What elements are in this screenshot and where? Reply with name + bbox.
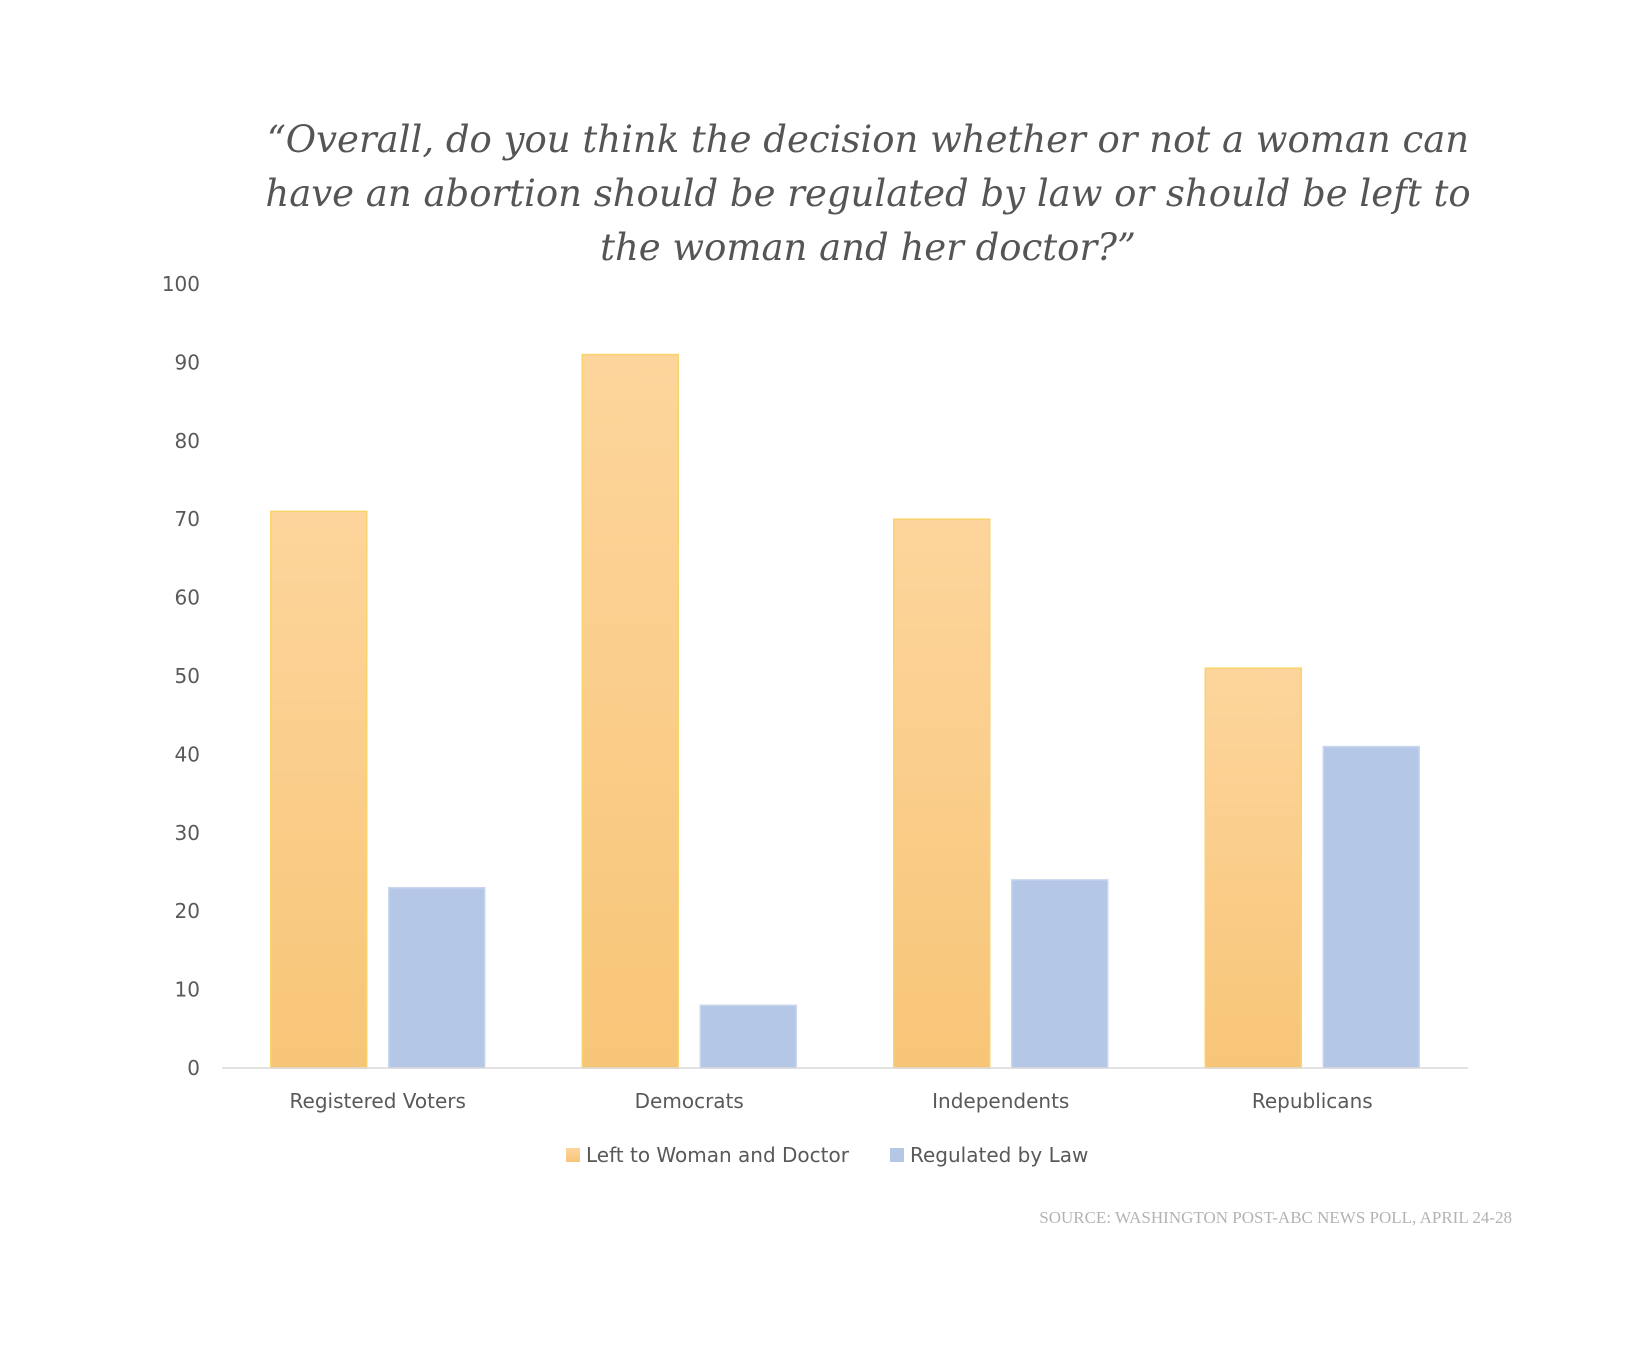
x-category-label: Democrats [635,1089,744,1113]
y-tick-label: 80 [175,429,200,453]
legend-swatch-regulated-by-law [890,1148,904,1162]
source-note: SOURCE: WASHINGTON POST-ABC NEWS POLL, A… [1039,1208,1512,1227]
chart-title-line-3: the woman and her doctor?” [600,226,1136,269]
bar-left-to-woman-registered-voters [270,510,368,1069]
y-tick-label: 40 [175,742,200,766]
legend-swatch-left-to-woman [566,1148,580,1162]
bar-left-to-woman-democrats [581,353,679,1069]
bar-regulated-by-law-republicans [1322,745,1420,1069]
bar-regulated-by-law-democrats [699,1004,797,1069]
x-category-label: Registered Voters [290,1089,466,1113]
y-tick-label: 100 [162,272,200,296]
legend-label-left-to-woman: Left to Woman and Doctor [586,1143,850,1167]
y-tick-label: 0 [187,1056,200,1080]
chart-title-line-2: have an abortion should be regulated by … [265,172,1470,215]
y-tick-label: 30 [175,821,200,845]
y-tick-label: 90 [175,350,200,374]
bar-regulated-by-law-independents [1011,879,1109,1069]
y-tick-label: 10 [175,978,200,1002]
legend: Left to Woman and Doctor Regulated by La… [566,1143,1088,1167]
y-tick-label: 50 [175,664,200,688]
chart-title-line-1: “Overall, do you think the decision whet… [267,118,1469,161]
legend-label-regulated-by-law: Regulated by Law [910,1143,1088,1167]
y-tick-label: 20 [175,899,200,923]
x-axis: Registered Voters Democrats Independents Re… [290,1089,1373,1113]
bar-left-to-woman-republicans [1204,667,1302,1069]
y-tick-label: 60 [175,586,200,610]
x-category-label: Republicans [1252,1089,1373,1113]
bars [270,353,1420,1069]
x-category-label: Independents [932,1089,1069,1113]
y-tick-label: 70 [175,507,200,531]
y-axis: 0 10 20 30 40 50 60 70 80 90 100 [162,272,200,1080]
chart-title: “Overall, do you think the decision whet… [265,118,1470,269]
bar-left-to-woman-independents [893,518,991,1069]
bar-regulated-by-law-registered-voters [388,886,486,1069]
